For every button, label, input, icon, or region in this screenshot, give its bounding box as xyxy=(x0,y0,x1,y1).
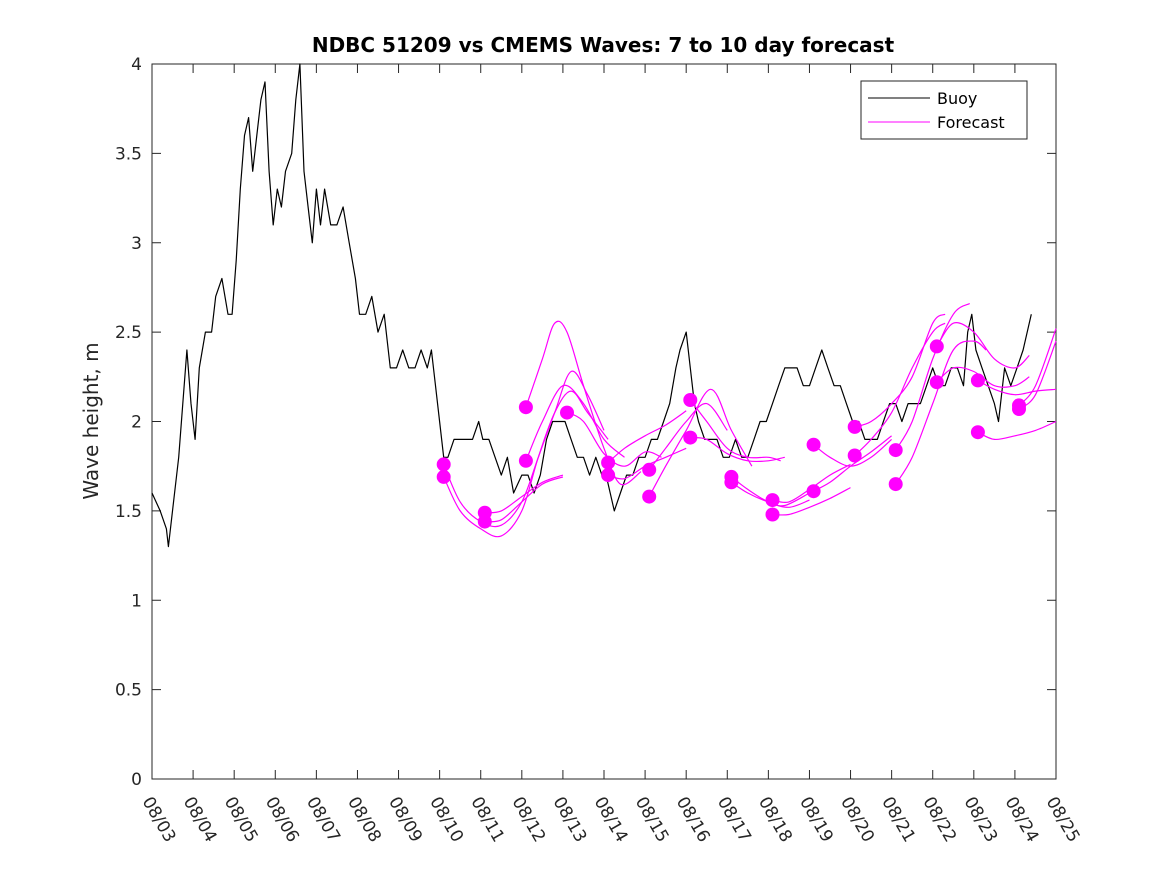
forecast-line xyxy=(895,340,987,485)
y-tick-label: 1.5 xyxy=(115,502,142,522)
forecast-marker xyxy=(1012,402,1026,416)
y-tick-label: 2 xyxy=(131,413,142,433)
forecast-marker xyxy=(888,443,903,458)
forecast-line xyxy=(690,436,785,463)
forecast-marker xyxy=(847,419,862,434)
forecast-marker xyxy=(436,469,451,484)
forecast-marker xyxy=(518,400,533,415)
forecast-line xyxy=(772,487,851,516)
legend-buoy-label: Buoy xyxy=(937,89,977,108)
forecast-marker xyxy=(601,468,616,483)
forecast-line xyxy=(977,420,1057,441)
y-tick-label: 4 xyxy=(131,55,142,75)
y-tick-label: 1 xyxy=(131,591,142,611)
forecast-line xyxy=(525,320,642,486)
y-axis-label: Wave height, m xyxy=(79,342,103,499)
forecast-line xyxy=(648,388,753,497)
forecast-line xyxy=(443,390,609,538)
forecast-line xyxy=(689,399,781,462)
forecast-line xyxy=(525,384,625,462)
y-tick-label: 3 xyxy=(131,234,142,254)
forecast-marker xyxy=(847,448,862,463)
forecast-marker xyxy=(683,430,698,445)
forecast-line xyxy=(648,402,728,471)
forecast-marker xyxy=(436,457,451,472)
buoy-series xyxy=(151,63,1032,548)
legend-box xyxy=(860,80,1028,140)
forecast-line xyxy=(895,302,971,451)
forecast-marker xyxy=(806,484,821,499)
forecast-marker xyxy=(601,455,616,470)
forecast-marker xyxy=(642,462,657,477)
forecast-marker xyxy=(888,477,903,492)
forecast-marker xyxy=(683,393,698,407)
y-tick-label: 0.5 xyxy=(115,681,142,701)
forecast-marker xyxy=(765,507,780,522)
legend: Buoy Forecast xyxy=(860,80,1028,140)
forecast-marker xyxy=(970,425,985,440)
y-tick-label: 2.5 xyxy=(115,323,142,343)
forecast-line xyxy=(936,322,1030,369)
forecast-marker xyxy=(970,373,985,388)
forecast-marker xyxy=(806,437,821,452)
y-tick-label: 0 xyxy=(131,770,142,790)
forecast-series xyxy=(436,302,1057,538)
buoy-line xyxy=(151,63,1032,548)
forecast-marker xyxy=(642,489,657,504)
forecast-marker xyxy=(929,375,944,390)
legend-forecast-label: Forecast xyxy=(937,113,1005,132)
forecast-line xyxy=(854,313,946,428)
y-tick-label: 3.5 xyxy=(115,144,142,164)
forecast-line xyxy=(443,370,605,528)
forecast-line xyxy=(854,322,946,456)
chart-title: NDBC 51209 vs CMEMS Waves: 7 to 10 day f… xyxy=(312,33,895,57)
forecast-marker xyxy=(477,514,492,529)
forecast-marker xyxy=(929,339,944,354)
forecast-marker xyxy=(518,453,533,468)
forecast-marker xyxy=(724,475,739,490)
forecast-marker xyxy=(560,405,574,420)
forecast-line xyxy=(484,476,564,523)
forecast-line xyxy=(977,379,1057,396)
forecast-line xyxy=(607,410,687,464)
plot-area xyxy=(151,63,1057,780)
forecast-line xyxy=(813,435,892,492)
forecast-line xyxy=(484,474,564,514)
forecast-marker xyxy=(765,493,780,508)
